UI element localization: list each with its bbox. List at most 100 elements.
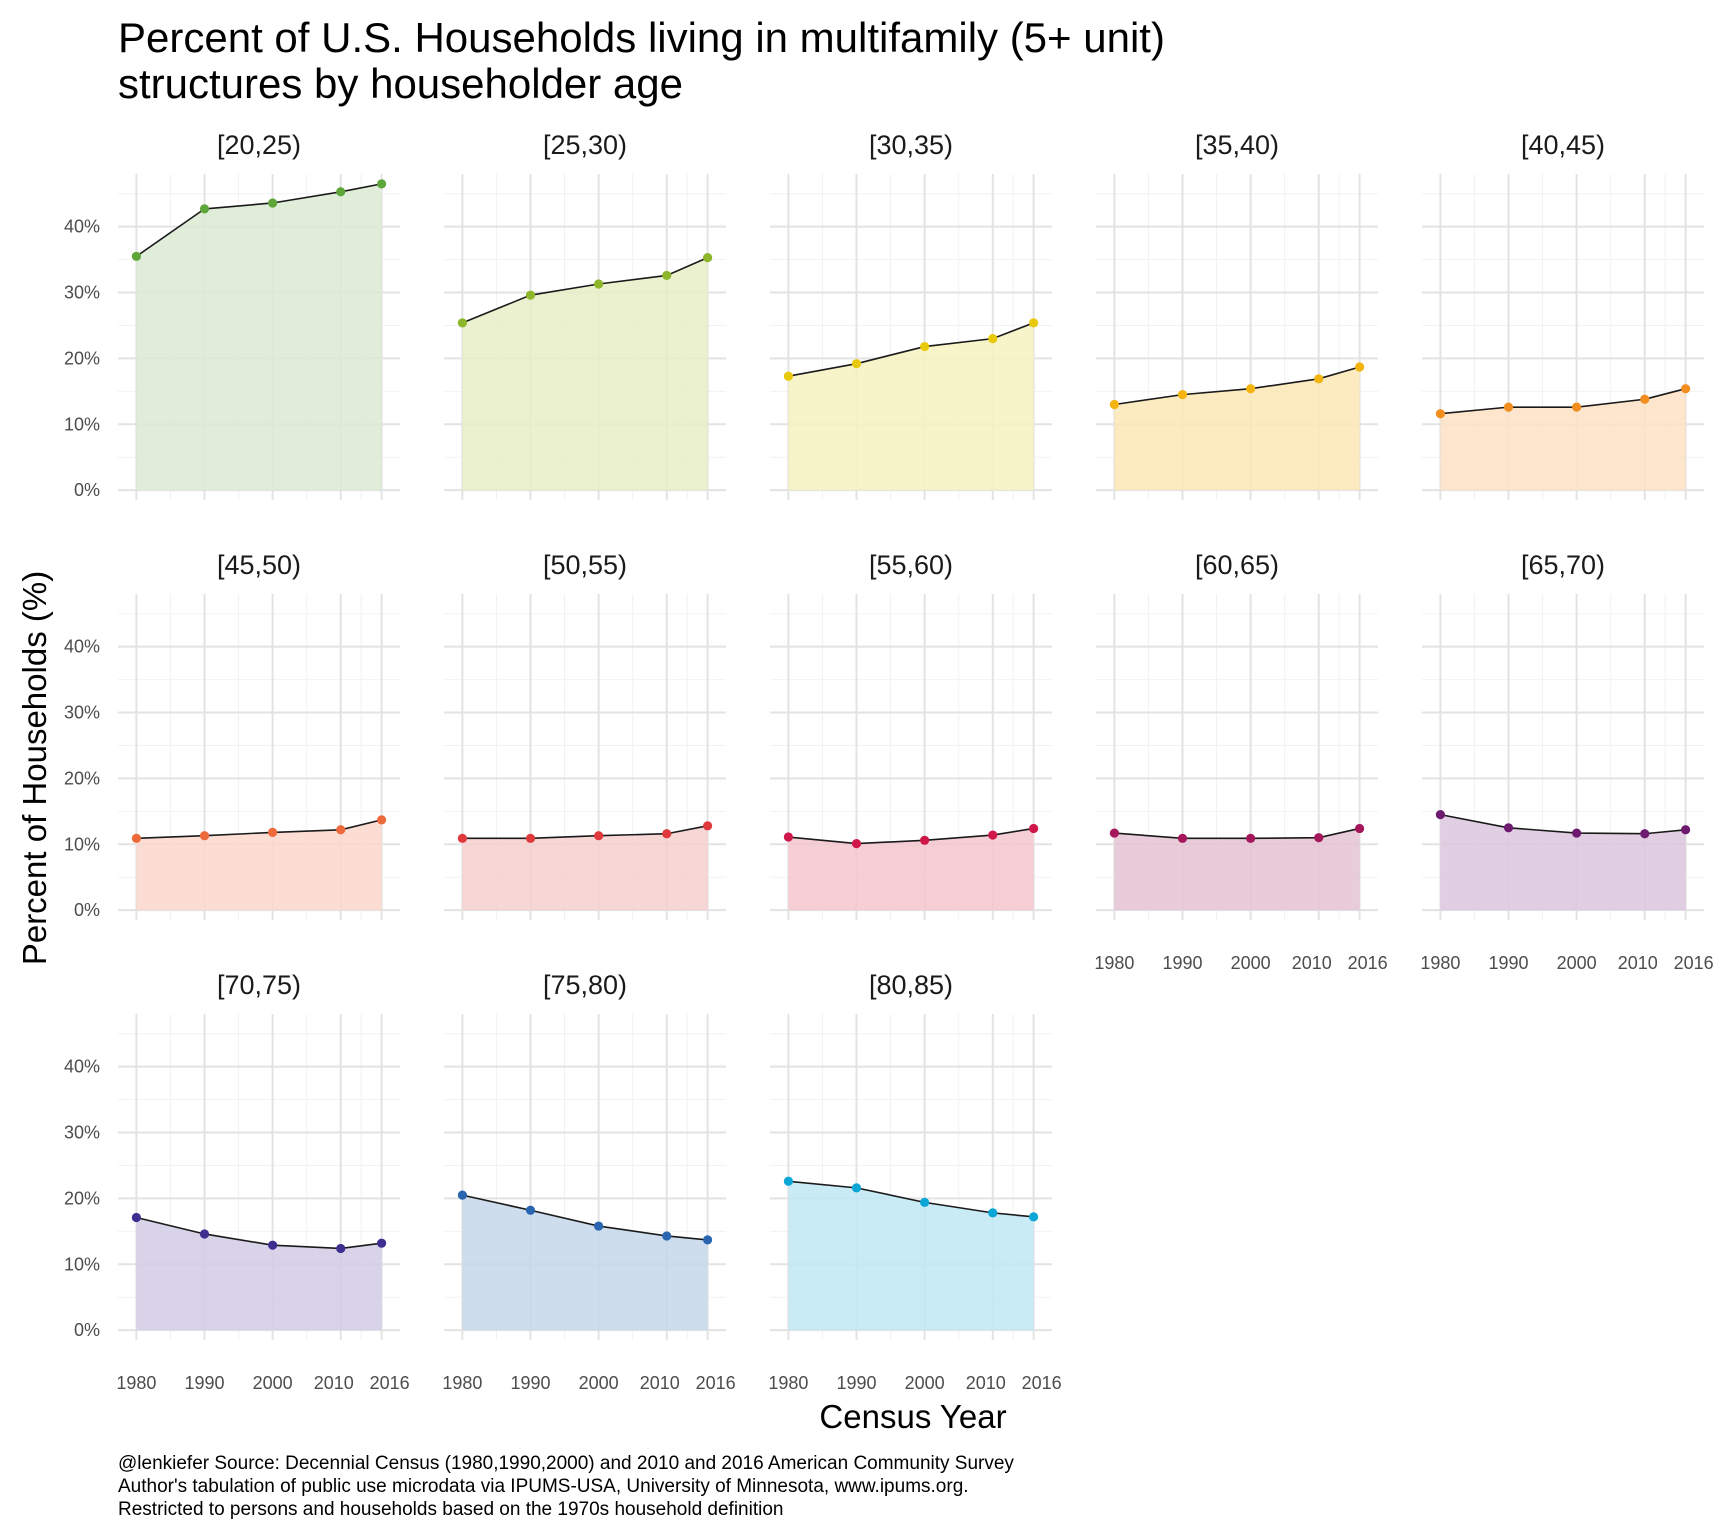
data-point	[1640, 394, 1650, 404]
data-point	[1503, 402, 1514, 412]
facet-panel: [25,30)	[444, 130, 726, 500]
data-point	[131, 251, 141, 261]
facet-label: [55,60)	[869, 550, 953, 580]
y-tick-label: 20%	[64, 1188, 100, 1208]
x-tick-label: 2010	[314, 1373, 354, 1393]
x-tick-label: 2010	[1292, 953, 1332, 973]
y-tick-label: 30%	[64, 283, 100, 303]
x-tick-label: 2016	[1674, 953, 1714, 973]
y-tick-label: 40%	[64, 1057, 100, 1077]
series-area	[136, 1217, 382, 1331]
data-point	[268, 827, 278, 838]
facet-label: [30,35)	[869, 130, 953, 160]
y-tick-label: 20%	[64, 768, 100, 788]
facet-label: [35,40)	[1195, 130, 1279, 160]
data-point	[268, 1240, 278, 1250]
data-point	[1314, 833, 1324, 843]
y-tick-label: 0%	[74, 1320, 100, 1340]
series-area	[136, 183, 382, 491]
data-point	[920, 1197, 930, 1207]
facet-panel: [35,40)	[1096, 130, 1378, 500]
caption-line-3: Restricted to persons and households bas…	[118, 1499, 783, 1520]
data-point	[1435, 810, 1445, 820]
data-point	[1435, 409, 1445, 419]
data-point	[594, 831, 604, 841]
data-point	[783, 832, 793, 842]
y-tick-label: 30%	[64, 1123, 100, 1143]
data-point	[1109, 399, 1119, 410]
data-point	[1177, 390, 1188, 400]
facet-panel: [40,45)	[1422, 130, 1704, 500]
data-point	[783, 1176, 793, 1186]
facet-label: [60,65)	[1195, 550, 1279, 580]
data-point	[1572, 402, 1582, 412]
data-point	[1029, 1212, 1039, 1222]
data-point	[525, 290, 536, 300]
facet-panel: [75,80) 1980 1990 2000 2010 2016	[442, 970, 735, 1393]
series-area	[1114, 828, 1360, 911]
caption-line-1: @lenkiefer Source: Decennial Census (198…	[118, 1453, 1014, 1474]
data-point	[1314, 374, 1324, 384]
y-tick-label: 10%	[64, 834, 100, 854]
data-point	[525, 833, 536, 843]
data-point	[703, 821, 713, 831]
series-area	[1114, 366, 1360, 491]
series-area	[788, 828, 1034, 911]
x-tick-label: 2000	[579, 1373, 619, 1393]
facet-panels: [20,25) 0% 10% 20% 30% 40% [25,30) [30,35) [35,4…	[64, 130, 1714, 1393]
data-point	[199, 204, 210, 214]
facet-panel: [55,60)	[770, 550, 1052, 920]
series-area	[1440, 388, 1686, 491]
facet-panel: [65,70) 1980 1990 2000 2010 2016	[1420, 550, 1713, 973]
data-point	[131, 1212, 141, 1223]
y-tick-label: 10%	[64, 1254, 100, 1274]
data-point	[783, 371, 793, 381]
series-area	[788, 1181, 1034, 1331]
facet-label: [25,30)	[543, 130, 627, 160]
x-tick-label: 1990	[1162, 953, 1202, 973]
data-point	[988, 830, 998, 840]
data-point	[1355, 362, 1365, 372]
facet-panel: [30,35)	[770, 130, 1052, 500]
data-point	[662, 1231, 672, 1241]
data-point	[1246, 833, 1256, 843]
y-axis-title: Percent of Households (%)	[16, 571, 53, 965]
data-point	[851, 359, 862, 369]
data-point	[851, 839, 862, 849]
data-point	[377, 815, 387, 825]
facet-panel: [50,55)	[444, 550, 726, 920]
x-tick-label: 2016	[696, 1373, 736, 1393]
data-point	[457, 1190, 467, 1200]
data-point	[457, 833, 467, 843]
y-tick-label: 20%	[64, 348, 100, 368]
data-point	[594, 279, 604, 289]
x-tick-label: 1990	[1488, 953, 1528, 973]
data-point	[662, 829, 672, 839]
x-axis-title: Census Year	[819, 1398, 1006, 1435]
facet-label: [65,70)	[1521, 550, 1605, 580]
data-point	[199, 831, 210, 841]
data-point	[851, 1183, 862, 1193]
data-point	[336, 1243, 346, 1254]
x-tick-label: 1990	[510, 1373, 550, 1393]
data-point	[268, 198, 278, 208]
data-point	[1640, 829, 1650, 839]
data-point	[1029, 318, 1039, 328]
data-point	[703, 1235, 713, 1245]
series-area	[788, 322, 1034, 491]
data-point	[703, 253, 713, 263]
x-tick-label: 1980	[442, 1373, 482, 1393]
y-tick-label: 40%	[64, 217, 100, 237]
x-tick-label: 2000	[1231, 953, 1271, 973]
x-tick-label: 2000	[253, 1373, 293, 1393]
facet-panel: [60,65) 1980 1990 2000 2010 2016	[1094, 550, 1387, 973]
facet-label: [20,25)	[217, 130, 301, 160]
data-point	[1572, 828, 1582, 838]
data-point	[920, 835, 930, 845]
data-point	[1681, 825, 1691, 835]
facet-label: [50,55)	[543, 550, 627, 580]
series-area	[136, 819, 382, 911]
x-tick-label: 2010	[1618, 953, 1658, 973]
data-point	[988, 334, 998, 344]
